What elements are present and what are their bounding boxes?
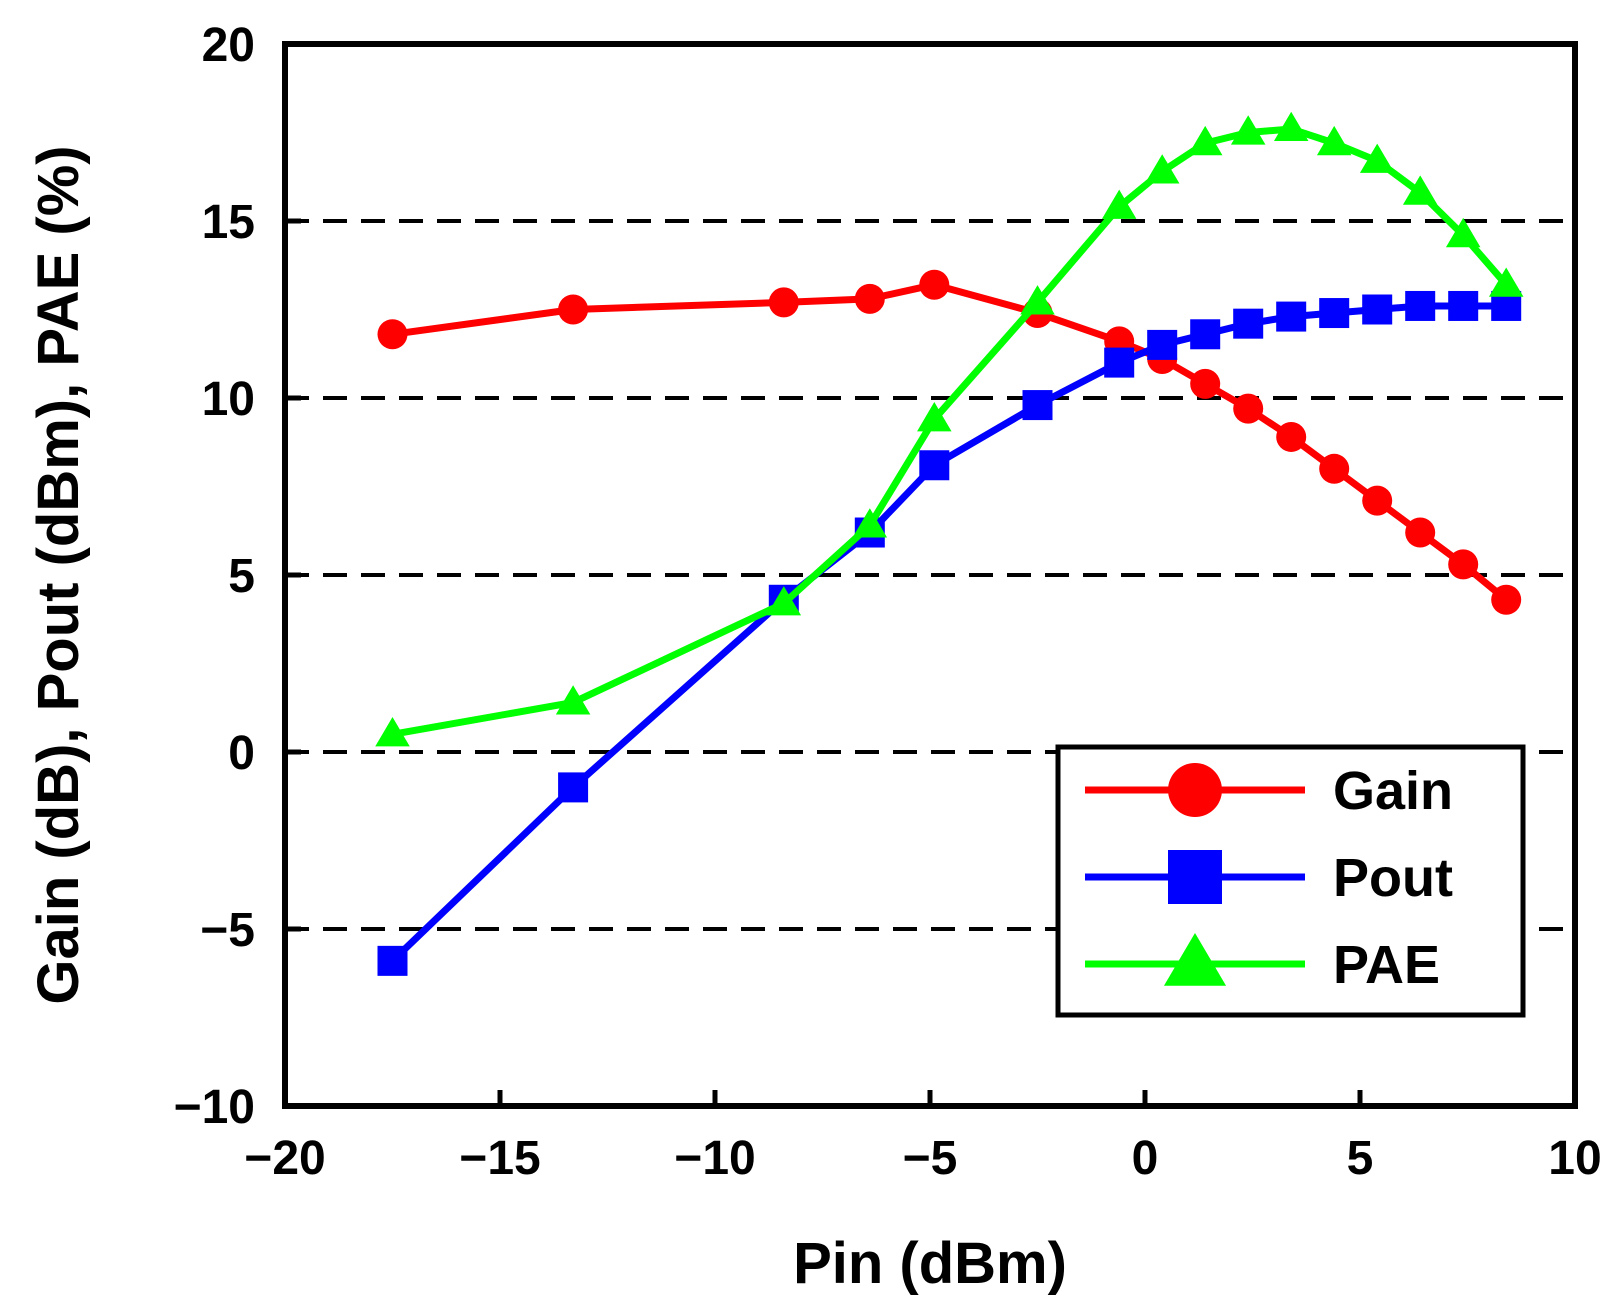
pae-point <box>375 717 410 747</box>
gain-point <box>854 283 885 314</box>
pae-point <box>555 685 591 715</box>
gain-point <box>558 294 589 325</box>
x-tick-label: −5 <box>903 1132 958 1185</box>
gain-point <box>1190 368 1221 399</box>
x-tick-label: 10 <box>1548 1132 1601 1185</box>
gain-point <box>1233 393 1264 424</box>
pout-point <box>1104 347 1135 378</box>
gain-point <box>1362 485 1393 516</box>
legend-label-pout: Pout <box>1333 848 1453 908</box>
legend-item-pout: Pout <box>1085 848 1453 908</box>
pae-point <box>852 508 888 538</box>
gain-point <box>1491 584 1522 615</box>
gain-point <box>1405 517 1436 548</box>
legend-gain-marker <box>1168 763 1222 817</box>
y-tick-label: −10 <box>174 1081 255 1134</box>
tick-labels: −10 −5 0 5 10 15 20 −20 −15 −10 −5 0 5 10 <box>174 19 1602 1185</box>
legend-item-gain: Gain <box>1085 761 1453 821</box>
series-layer <box>375 111 1524 976</box>
x-tick-label: −10 <box>674 1132 755 1185</box>
pae-point <box>1230 115 1266 145</box>
gain-point <box>1276 421 1307 452</box>
legend-pout-marker <box>1168 850 1222 904</box>
pae-point <box>1316 125 1352 156</box>
pout-point <box>919 450 950 481</box>
y-axis-title: Gain (dB), Pout (dBm), PAE (%) <box>26 145 91 1004</box>
pae-point <box>1359 143 1395 173</box>
pae-point <box>1187 125 1223 156</box>
pout-point <box>1319 298 1350 329</box>
pae-point <box>917 401 952 432</box>
pae-point <box>1445 217 1481 248</box>
y-tick-label: 20 <box>202 19 255 72</box>
legend-pae-marker <box>1163 932 1227 986</box>
gain-point <box>377 319 408 350</box>
gain-point <box>919 269 950 300</box>
pout-point <box>1147 329 1178 360</box>
pae-point <box>766 586 802 616</box>
y-tick-label: 15 <box>202 196 255 249</box>
gain-point <box>768 287 799 318</box>
x-tick-label: −20 <box>244 1132 325 1185</box>
gain-point <box>1319 453 1350 484</box>
pae-point <box>1020 285 1055 315</box>
y-tick-label: 0 <box>228 727 255 780</box>
pae-point <box>1144 154 1180 184</box>
pae-point <box>1402 175 1438 205</box>
pae-point <box>1488 267 1524 297</box>
pout-point <box>1022 390 1053 421</box>
legend-label-pae: PAE <box>1333 935 1440 995</box>
y-tick-label: −5 <box>200 904 255 957</box>
pae-point <box>1101 189 1137 219</box>
gain-line <box>392 281 1509 603</box>
legend: Gain Pout PAE <box>1055 744 1526 1018</box>
pout-point <box>1276 301 1307 332</box>
pout-point <box>1448 290 1479 321</box>
x-tick-label: −15 <box>459 1132 540 1185</box>
pout-point <box>1405 290 1436 321</box>
pout-point <box>558 772 589 803</box>
pout-point <box>377 945 408 976</box>
gain-point <box>1448 549 1479 580</box>
pout-point <box>1362 294 1393 325</box>
legend-item-pae: PAE <box>1085 932 1440 995</box>
y-tick-label: 10 <box>202 373 255 426</box>
x-tick-label: 5 <box>1347 1132 1374 1185</box>
x-axis-title: Pin (dBm) <box>793 1231 1067 1296</box>
pout-point <box>1190 319 1221 350</box>
pout-point <box>1233 308 1264 339</box>
series-pae <box>375 111 1524 747</box>
x-tick-label: 0 <box>1132 1132 1159 1185</box>
series-gain <box>377 269 1522 615</box>
axis-ticks <box>282 41 1578 1109</box>
pae-line <box>391 125 1509 738</box>
legend-label-gain: Gain <box>1333 761 1453 821</box>
pae-point <box>1273 111 1309 142</box>
y-tick-label: 5 <box>228 550 255 603</box>
